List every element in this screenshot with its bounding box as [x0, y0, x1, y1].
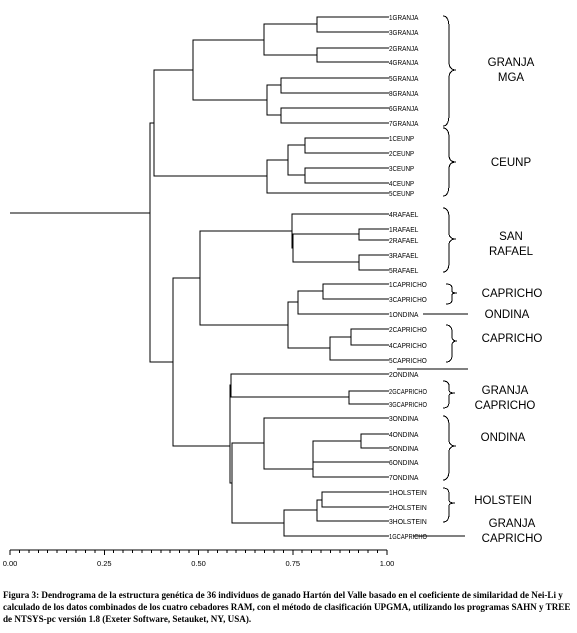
leaf-label: 7GRANJA: [389, 119, 418, 128]
leaf-label: 4CEUNP: [389, 179, 414, 188]
leaf-label: 4ONDINA: [389, 430, 418, 439]
leaf-label: 5GRANJA: [389, 74, 418, 83]
group-label: CAPRICHO: [475, 400, 536, 412]
leaf-label: 3GRANJA: [389, 28, 418, 37]
leaf-label: 2GCAPRICHO: [389, 387, 427, 396]
group-label: MGA: [498, 72, 525, 84]
leaf-label: 6ONDINA: [389, 458, 418, 467]
leaf-label: 1CEUNP: [389, 134, 414, 143]
group-label: ONDINA: [481, 432, 526, 444]
leaf-label: 8GRANJA: [389, 89, 418, 98]
leaf-label: 1GRANJA: [389, 13, 418, 22]
branches-rafael: [291, 213, 389, 271]
leaf-label: 3GCAPRICHO: [389, 400, 427, 409]
leaf-label: 2CEUNP: [389, 149, 414, 158]
leaf-label: 3CAPRICHO: [389, 295, 427, 304]
leaf-label: 1RAFAEL: [389, 225, 418, 234]
leaf-label: 4CAPRICHO: [389, 341, 427, 350]
leaf-label: 5ONDINA: [389, 444, 418, 453]
branches-lower: [229, 373, 389, 537]
group-label: SAN: [499, 231, 523, 243]
leaf-labels: 1GRANJA 3GRANJA 2GRANJA 4GRANJA 5GRANJA 8GRAN…: [389, 13, 427, 541]
leaf-label: 2CAPRICHO: [389, 325, 427, 334]
leaf-label: 1GCAPRICHO: [389, 532, 427, 541]
x-axis: 0.00 0.25 0.50 0.75 1.00: [3, 549, 395, 568]
leaf-label: 3HOLSTEIN: [389, 517, 427, 526]
tick-label: 0.50: [191, 559, 206, 568]
branches-capricho: [199, 230, 389, 361]
group-label: CEUNP: [491, 157, 532, 169]
leaf-label: 2GRANJA: [389, 44, 418, 53]
leaf-label: 5RAFAEL: [389, 266, 418, 275]
leaf-label: 1HOLSTEIN: [389, 488, 427, 497]
leaf-label: 3CEUNP: [389, 164, 414, 173]
leaf-label: 5CAPRICHO: [389, 356, 427, 365]
leaf-label: 6GRANJA: [389, 104, 418, 113]
figure-caption: Figura 3: Dendrograma de la estructura g…: [3, 590, 571, 624]
leaf-label: 1ONDINA: [389, 310, 418, 319]
group-label: GRANJA: [489, 518, 536, 530]
group-label: HOLSTEIN: [474, 495, 532, 507]
branches-ceunp: [266, 137, 389, 194]
leaf-label: 2HOLSTEIN: [389, 503, 427, 512]
leaf-label: 2RAFAEL: [389, 236, 418, 245]
group-label: GRANJA: [482, 385, 529, 397]
leaf-label: 3ONDINA: [389, 414, 418, 423]
branches-granja: [192, 16, 389, 124]
tick-label: 0.00: [3, 559, 18, 568]
leaf-label: 1CAPRICHO: [389, 280, 427, 289]
tick-label: 0.75: [285, 559, 300, 568]
group-label: CAPRICHO: [482, 333, 543, 345]
group-label: CAPRICHO: [482, 288, 543, 300]
group-labels: GRANJA MGA CEUNP SAN RAFAEL CAPRICHO ONDINA CAP…: [474, 57, 542, 545]
leaf-label: 4GRANJA: [389, 58, 418, 67]
group-braces: [442, 15, 458, 523]
group-label: ONDINA: [485, 309, 530, 321]
tick-label: 0.25: [97, 559, 112, 568]
dendrogram: 1GRANJA 3GRANJA 2GRANJA 4GRANJA 5GRANJA 8GRAN…: [3, 13, 543, 568]
group-label: CAPRICHO: [482, 533, 543, 545]
leaf-label: 7ONDINA: [389, 473, 418, 482]
leaf-label: 5CEUNP: [389, 189, 414, 198]
tick-label: 1.00: [380, 559, 395, 568]
group-label: RAFAEL: [489, 246, 534, 258]
leaf-label: 3RAFAEL: [389, 251, 418, 260]
leaf-label: 2ONDINA: [389, 370, 418, 379]
leaf-label: 4RAFAEL: [389, 210, 418, 219]
group-label: GRANJA: [488, 57, 535, 69]
